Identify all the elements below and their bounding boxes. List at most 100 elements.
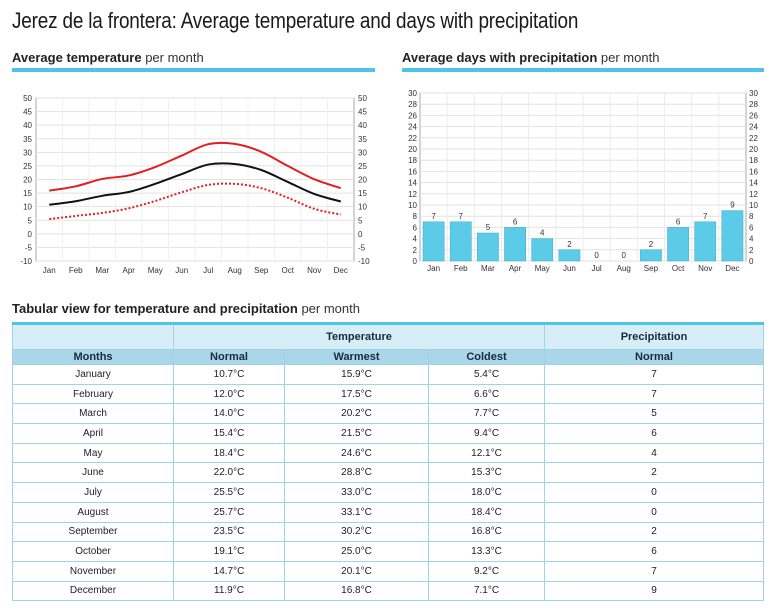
x-tick-label: May [148,266,163,275]
warmest-line [49,141,342,192]
warmest-cell: 20.1°C [284,560,429,582]
coldest-cell: 18.4°C [428,501,545,523]
y-tick-label-left: 30 [408,89,417,98]
normal-precip-cell: 2 [544,462,764,484]
y-tick-label-right: 2 [749,246,754,255]
coldest-column-header: Coldest [428,349,545,365]
y-tick-label-left: -10 [20,257,32,266]
y-tick-label-left: 24 [408,123,417,132]
temperature-heading-bold: Average temperature [12,50,142,65]
coldest-cell: 12.1°C [428,442,545,464]
normal-temp-cell: 10.7°C [173,364,285,385]
y-tick-label-right: 12 [749,190,758,199]
y-tick-label-right: 4 [749,235,754,244]
bar-value-label: 0 [622,251,627,260]
y-tick-label-right: 26 [749,111,758,120]
y-tick-label-left: 25 [23,162,32,171]
warmest-cell: 21.5°C [284,423,429,444]
y-tick-label-right: 30 [749,89,758,98]
x-tick-label: Sep [254,266,269,275]
y-tick-label-right: 24 [749,123,758,132]
precipitation-bar [504,227,526,262]
y-tick-label-left: 5 [28,216,33,225]
coldest-cell: 9.2°C [428,560,545,582]
y-tick-label-right: 45 [358,108,367,117]
month-cell: February [12,383,174,405]
x-tick-label: Aug [617,264,631,273]
warmest-cell: 16.8°C [284,580,429,602]
warmest-cell: 25.0°C [284,541,429,562]
y-tick-label-left: 4 [413,235,418,244]
page-title: Jerez de la frontera: Average temperatur… [12,8,579,33]
y-tick-label-left: 45 [23,108,32,117]
y-tick-label-right: -10 [358,257,370,266]
table-row: September 23.5°C 30.2°C 16.8°C 2 [12,521,764,543]
y-tick-label-left: 26 [408,111,417,120]
normal-temp-cell: 25.5°C [173,482,285,503]
x-tick-label: Aug [228,266,242,275]
table-section-heading: Tabular view for temperature and precipi… [12,301,360,316]
y-tick-label-left: 20 [23,176,32,185]
month-cell: January [12,364,174,385]
x-tick-label: Jun [175,266,188,275]
y-tick-label-right: 5 [358,216,363,225]
month-cell: September [12,521,174,543]
y-tick-label-left: 2 [413,246,418,255]
normal-precip-cell: 5 [544,403,764,425]
y-tick-label-right: 10 [749,201,758,210]
precipitation-bar [667,227,689,262]
x-tick-label: Jul [203,266,213,275]
precipitation-bar [449,221,472,262]
month-cell: May [12,442,174,464]
x-tick-label: Mar [95,266,109,275]
climate-table: Temperature Precipitation Months Normal … [12,322,764,602]
table-row: March 14.0°C 20.2°C 7.7°C 5 [12,403,764,425]
x-tick-label: Nov [698,264,712,273]
bar-value-label: 6 [513,217,518,226]
coldest-cell: 6.6°C [428,383,545,405]
x-tick-label: Jan [427,264,440,273]
precipitation-bar [477,232,499,262]
normal-precip-cell: 6 [544,423,764,444]
y-tick-label-left: 15 [23,189,32,198]
normal-temp-cell: 19.1°C [173,541,285,562]
y-tick-label-right: 14 [749,179,758,188]
y-tick-label-left: 14 [408,179,417,188]
y-tick-label-right: 10 [358,203,367,212]
temperature-heading-rest: per month [141,50,204,65]
table-row: August 25.7°C 33.1°C 18.4°C 0 [12,501,764,523]
warmest-column-header: Warmest [284,349,429,365]
precipitation-bar [721,210,744,262]
month-cell: July [12,482,174,503]
y-tick-label-left: 30 [23,148,32,157]
y-tick-label-left: 8 [413,212,418,221]
y-tick-label-right: 20 [358,176,367,185]
normal-precip-cell: 9 [544,580,764,602]
normal-precip-column-header: Normal [544,349,764,365]
table-heading-rest: per month [297,301,360,316]
y-tick-label-left: -5 [25,243,33,252]
x-tick-label: May [535,264,550,273]
normal-precip-cell: 7 [544,383,764,405]
x-tick-label: Mar [481,264,495,273]
normal-temp-column-header: Normal [173,349,285,365]
y-tick-label-right: 35 [358,135,367,144]
warmest-cell: 17.5°C [284,383,429,405]
plot-area [419,92,747,262]
y-tick-label-left: 28 [408,100,417,109]
x-tick-label: Feb [454,264,468,273]
y-tick-label-right: -5 [358,243,366,252]
table-row: February 12.0°C 17.5°C 6.6°C 7 [12,383,764,405]
table-row: July 25.5°C 33.0°C 18.0°C 0 [12,482,764,503]
y-tick-label-right: 0 [749,257,754,266]
y-tick-label-right: 6 [749,223,754,232]
normal-precip-cell: 4 [544,442,764,464]
y-tick-label-left: 50 [23,94,32,103]
y-tick-label-right: 40 [358,121,367,130]
warmest-cell: 30.2°C [284,521,429,543]
precipitation-bar [694,221,717,262]
x-tick-label: Jan [43,266,56,275]
x-tick-label: Sep [644,264,659,273]
y-tick-label-right: 18 [749,156,758,165]
coldest-cell: 13.3°C [428,541,545,562]
